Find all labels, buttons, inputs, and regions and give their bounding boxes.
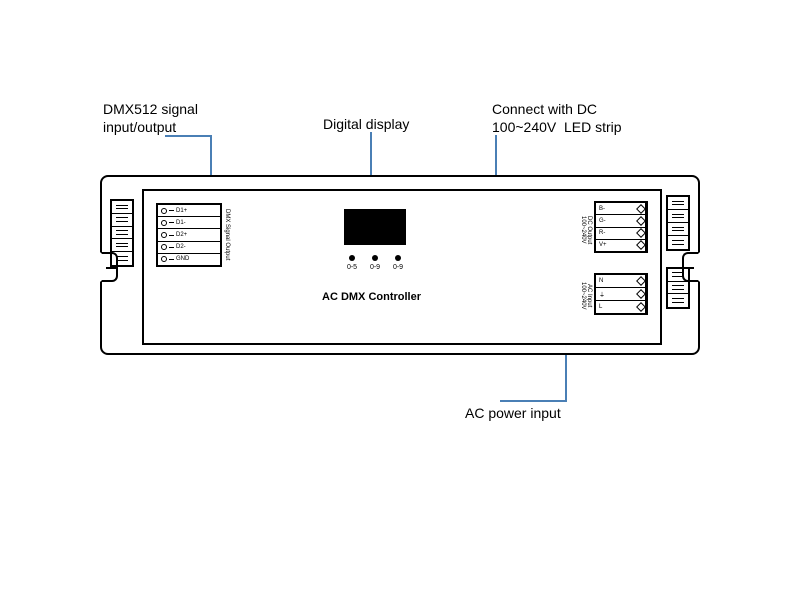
pin-label: G- (596, 218, 637, 224)
button-label: 0-5 (343, 264, 361, 271)
button-label: 0-9 (366, 264, 384, 271)
pin-label: B- (596, 206, 637, 212)
button-dot[interactable] (349, 255, 355, 261)
pin-label: GND (176, 256, 189, 262)
callout-line (500, 400, 567, 402)
ac-connector: N ⏚ L (594, 273, 648, 315)
pin-label: D2- (176, 244, 186, 250)
button-label: 0-9 (389, 264, 407, 271)
dmx-side-label: DMX Signal Output (224, 207, 230, 263)
pin-label: D1- (176, 220, 186, 226)
pin-label: ⏚ (596, 290, 637, 299)
pin-label: V+ (596, 242, 637, 248)
device-faceplate: D1+ D1- D2+ D2- GND DMX Signal Output 0-… (142, 189, 662, 345)
ac-callout-label: AC power input (465, 404, 561, 422)
device-chassis: D1+ D1- D2+ D2- GND DMX Signal Output 0-… (100, 175, 700, 355)
pin-label: D2+ (176, 232, 187, 238)
pin-label: D1+ (176, 208, 187, 214)
pin-label: N (596, 278, 637, 284)
digital-display (344, 209, 406, 245)
dmx-callout-label: DMX512 signal input/output (103, 100, 198, 136)
callout-line (165, 135, 210, 137)
pin-label: R- (596, 230, 637, 236)
pin-label: L (596, 304, 637, 310)
dc-terminal-external (666, 195, 690, 251)
dc-callout-label: Connect with DC 100~240V LED strip (492, 100, 622, 136)
ac-side-label: AC Input 100~240V (580, 275, 592, 317)
dmx-terminal-external (110, 199, 134, 267)
dc-side-label: DC Output 100~240V (580, 205, 592, 255)
ac-terminal-external (666, 267, 690, 309)
dmx-connector: D1+ D1- D2+ D2- GND (156, 203, 222, 267)
button-dot[interactable] (372, 255, 378, 261)
display-callout-label: Digital display (323, 115, 409, 133)
dc-connector: B- G- R- V+ (594, 201, 648, 253)
button-dot[interactable] (395, 255, 401, 261)
device-title: AC DMX Controller (322, 291, 421, 303)
